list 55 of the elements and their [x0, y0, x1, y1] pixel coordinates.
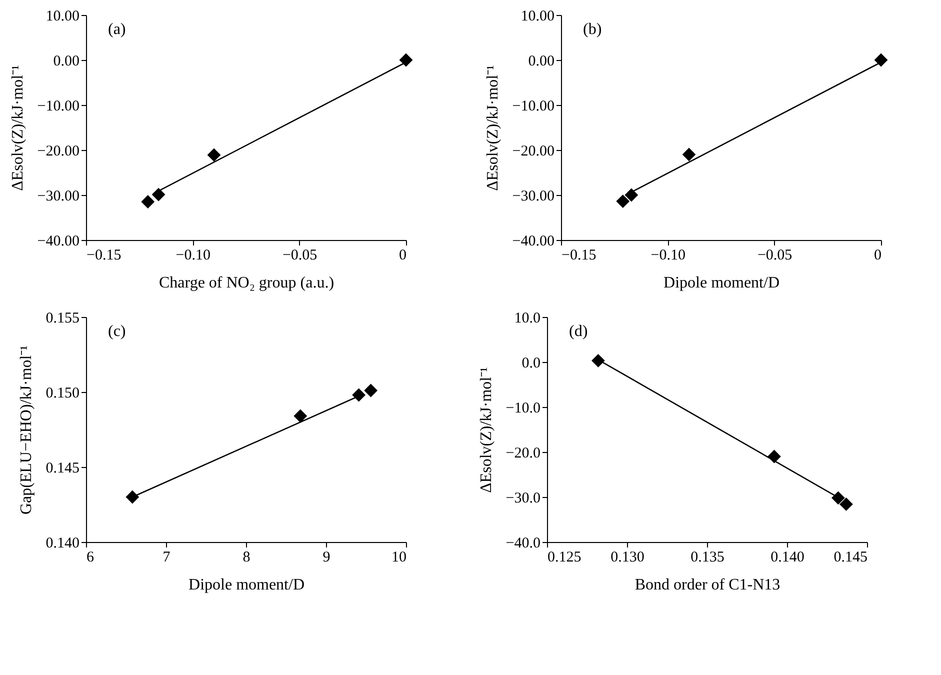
x-tick-label: 6: [86, 550, 94, 566]
y-tick-label: −40.0: [506, 536, 540, 552]
x-axis-title: Dipole moment/D: [664, 274, 780, 292]
y-tick-label: −40.00: [512, 234, 554, 250]
y-tick-label: 0.155: [46, 310, 80, 326]
x-tick-label: −0.15: [562, 248, 596, 264]
x-tick-label: 9: [322, 550, 330, 566]
point: [126, 490, 140, 504]
x-tick-label: −0.10: [650, 248, 686, 264]
x-tick-label: 0.125: [548, 550, 582, 566]
y-tick-label: −40.00: [37, 234, 80, 250]
x-tick-label: 7: [162, 550, 171, 566]
y-tick-label: 10.00: [46, 8, 80, 24]
x-axis-title: Dipole moment/D: [188, 576, 304, 594]
point: [364, 384, 378, 398]
annotation: (d): [569, 323, 588, 340]
x-axis-title: Bond order of C1-N13: [634, 576, 780, 594]
x-tick-label: 0.130: [610, 550, 644, 566]
x-tick-label: −0.15: [86, 248, 122, 264]
y-tick-label: 0.140: [46, 536, 80, 552]
y-tick-label: −20.0: [506, 446, 540, 462]
y-tick-label: 0.00: [53, 54, 80, 70]
y-tick-label: 0.00: [528, 54, 554, 70]
y-tick-label: 0.0: [522, 356, 540, 372]
annotation: (a): [108, 21, 126, 38]
y-tick-label: 0.150: [46, 386, 80, 402]
y-tick-label: −30.0: [506, 490, 540, 506]
y-tick-label: −20.00: [37, 144, 80, 160]
y-axis-title: ΔEsolv(Z)/kJ·mol⁻¹: [9, 64, 26, 191]
x-tick-label: −0.05: [282, 248, 318, 264]
y-tick-label: −20.00: [512, 144, 554, 160]
annotation: (c): [108, 323, 126, 340]
y-axis-title: ΔEsolv(Z)/kJ·mol⁻¹: [484, 64, 502, 191]
x-tick-label: 0.140: [770, 550, 804, 566]
y-tick-label: 10.0: [514, 310, 540, 326]
annotation: (b): [583, 21, 602, 38]
y-axis-title: ΔEsolv(Z)/kJ·mol⁻¹: [478, 366, 495, 493]
x-tick-label: 0: [874, 248, 882, 264]
y-tick-label: −30.00: [512, 188, 554, 204]
y-tick-label: −30.00: [37, 188, 80, 204]
x-tick-label: −0.05: [757, 248, 792, 264]
y-tick-label: −10.00: [37, 98, 80, 114]
x-tick-label: 10: [392, 550, 406, 566]
x-tick-label: 0: [399, 248, 406, 264]
x-tick-label: 0.135: [690, 550, 724, 566]
x-tick-label: 8: [242, 550, 250, 566]
x-tick-label: 0.145: [834, 550, 868, 566]
point: [294, 409, 308, 423]
x-tick-label: −0.10: [176, 248, 211, 264]
y-axis-title: Gap(ELU−EHO)/kJ·mol⁻¹: [18, 345, 35, 515]
y-tick-label: 10.00: [520, 8, 554, 24]
x-axis-title: Charge of NO₂ group (a.u.): [158, 274, 334, 292]
y-tick-label: 0.145: [46, 460, 80, 476]
y-tick-label: −10.0: [506, 400, 540, 416]
y-tick-label: −10.00: [512, 98, 554, 114]
